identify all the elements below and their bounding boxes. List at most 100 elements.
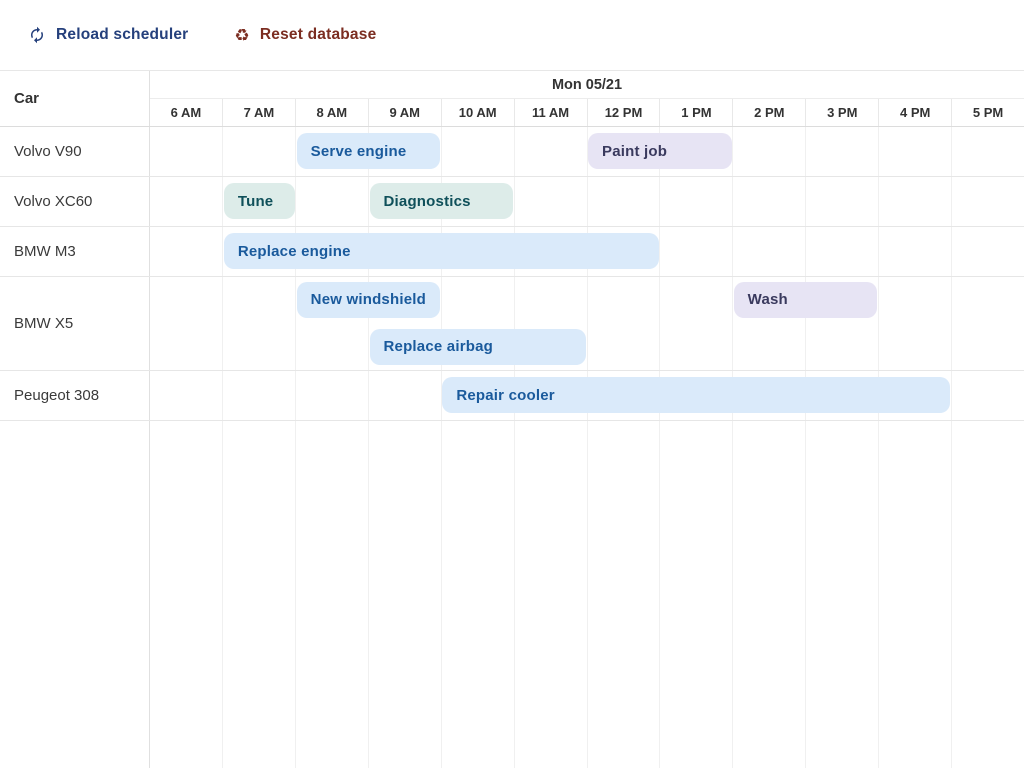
grid-cell bbox=[878, 227, 951, 276]
scheduler-header: Car Mon 05/21 6 AM 7 AM 8 AM 9 AM 10 AM 11 AM… bbox=[0, 71, 1024, 127]
grid-cell bbox=[878, 277, 951, 370]
event-replace-engine[interactable]: Replace engine bbox=[223, 233, 659, 269]
grid-cell bbox=[513, 277, 587, 370]
grid-cell bbox=[440, 127, 514, 176]
grid-cell bbox=[586, 277, 660, 370]
grid-cell bbox=[440, 371, 514, 420]
grid-cell bbox=[805, 227, 878, 276]
scheduler-row: BMW X5 New windshield Wash Replace airbag bbox=[0, 277, 1024, 371]
event-tune[interactable]: Tune bbox=[223, 183, 295, 219]
grid-cell bbox=[586, 177, 660, 226]
toolbar: Reload scheduler ♻ Reset database bbox=[0, 0, 1024, 70]
resource-label: BMW X5 bbox=[0, 277, 150, 370]
row-timeline: New windshield Wash Replace airbag bbox=[150, 277, 1024, 370]
grid-cell bbox=[150, 277, 222, 370]
refresh-icon bbox=[31, 26, 43, 44]
event-repair-cooler[interactable]: Repair cooler bbox=[442, 377, 951, 413]
scheduler-body: Volvo V90 Serve engine Paint job Volvo XC60… bbox=[0, 127, 1024, 768]
grid-cell bbox=[659, 227, 732, 276]
grid-cell bbox=[367, 421, 441, 768]
reset-database-label: Reset database bbox=[259, 26, 377, 43]
row-timeline: Replace engine bbox=[150, 227, 1024, 276]
time-header-cell: 5 PM bbox=[951, 99, 1024, 126]
date-header: Mon 05/21 bbox=[150, 71, 1024, 99]
grid-cell bbox=[659, 421, 732, 768]
grid-cell bbox=[440, 277, 514, 370]
time-header-cell: 12 PM bbox=[586, 99, 660, 126]
grid-cell bbox=[878, 177, 951, 226]
scheduler-row: Peugeot 308 Repair cooler bbox=[0, 371, 1024, 421]
scheduler-row: Volvo XC60 Tune Diagnostics bbox=[0, 177, 1024, 227]
grid-cell bbox=[659, 177, 732, 226]
reload-scheduler-label: Reload scheduler bbox=[56, 26, 189, 43]
time-header-cell: 1 PM bbox=[659, 99, 732, 126]
grid-cell bbox=[221, 277, 295, 370]
grid-cell bbox=[150, 371, 222, 420]
grid-cell bbox=[805, 127, 878, 176]
grid-cell bbox=[221, 421, 295, 768]
grid-cell bbox=[732, 227, 805, 276]
grid-cell bbox=[294, 177, 368, 226]
resource-label: Volvo XC60 bbox=[0, 177, 150, 226]
time-header-cell: 10 AM bbox=[440, 99, 514, 126]
grid-cell bbox=[440, 421, 514, 768]
grid-cell bbox=[367, 277, 441, 370]
time-header-cell: 8 AM bbox=[294, 99, 368, 126]
grid-cell bbox=[294, 421, 368, 768]
resource-label: Volvo V90 bbox=[0, 127, 150, 176]
grid-cell bbox=[951, 127, 1024, 176]
event-replace-airbag[interactable]: Replace airbag bbox=[369, 328, 586, 365]
grid-cell bbox=[367, 177, 441, 226]
grid-cell bbox=[951, 371, 1024, 420]
grid-cell bbox=[221, 127, 295, 176]
grid-cell bbox=[878, 421, 951, 768]
grid-cell bbox=[513, 127, 587, 176]
grid-cell bbox=[150, 227, 222, 276]
time-header-cell: 4 PM bbox=[878, 99, 951, 126]
grid-cell bbox=[150, 127, 222, 176]
grid-cell bbox=[732, 127, 805, 176]
event-new-windshield[interactable]: New windshield bbox=[296, 281, 441, 318]
grid-cell bbox=[367, 371, 441, 420]
grid-cell bbox=[659, 277, 732, 370]
grid-cell bbox=[221, 371, 295, 420]
empty-grid-area bbox=[0, 421, 1024, 768]
scheduler: Car Mon 05/21 6 AM 7 AM 8 AM 9 AM 10 AM 11 AM… bbox=[0, 70, 1024, 768]
resource-column-header: Car bbox=[0, 71, 150, 126]
row-timeline: Serve engine Paint job bbox=[150, 127, 1024, 176]
time-header-cell: 2 PM bbox=[732, 99, 805, 126]
resource-label: Peugeot 308 bbox=[0, 371, 150, 420]
event-diagnostics[interactable]: Diagnostics bbox=[369, 183, 514, 219]
event-serve-engine[interactable]: Serve engine bbox=[296, 133, 441, 169]
grid-cell bbox=[586, 127, 660, 176]
event-wash[interactable]: Wash bbox=[733, 281, 878, 318]
row-timeline: Tune Diagnostics bbox=[150, 177, 1024, 226]
grid-cell bbox=[221, 177, 295, 226]
grid-cell bbox=[951, 277, 1024, 370]
grid-cell bbox=[732, 277, 805, 370]
grid-cell bbox=[805, 177, 878, 226]
grid-cell bbox=[294, 277, 368, 370]
grid-cell bbox=[732, 421, 805, 768]
time-header-cell: 6 AM bbox=[170, 105, 202, 120]
row-timeline: Repair cooler bbox=[150, 371, 1024, 420]
recycle-icon: ♻ bbox=[234, 25, 250, 45]
resource-label: BMW M3 bbox=[0, 227, 150, 276]
grid-cell bbox=[951, 421, 1024, 768]
empty-resource-column bbox=[0, 421, 150, 768]
grid-cell bbox=[294, 371, 368, 420]
reload-scheduler-button[interactable]: Reload scheduler bbox=[28, 26, 188, 44]
event-paint-job[interactable]: Paint job bbox=[588, 133, 732, 169]
grid-cell bbox=[951, 177, 1024, 226]
time-header-cell: 7 AM bbox=[221, 99, 295, 126]
time-header: 6 AM 7 AM 8 AM 9 AM 10 AM 11 AM 12 PM 1 PM 2 PM 3… bbox=[150, 99, 1024, 126]
time-header-cell: 3 PM bbox=[805, 99, 878, 126]
grid-cell bbox=[150, 177, 222, 226]
scheduler-row: BMW M3 Replace engine bbox=[0, 227, 1024, 277]
time-header-cell: 11 AM bbox=[513, 99, 587, 126]
grid-cell bbox=[805, 421, 878, 768]
grid-cell bbox=[878, 127, 951, 176]
grid-cell bbox=[513, 421, 587, 768]
reset-database-button[interactable]: ♻ Reset database bbox=[234, 26, 376, 44]
scheduler-row: Volvo V90 Serve engine Paint job bbox=[0, 127, 1024, 177]
